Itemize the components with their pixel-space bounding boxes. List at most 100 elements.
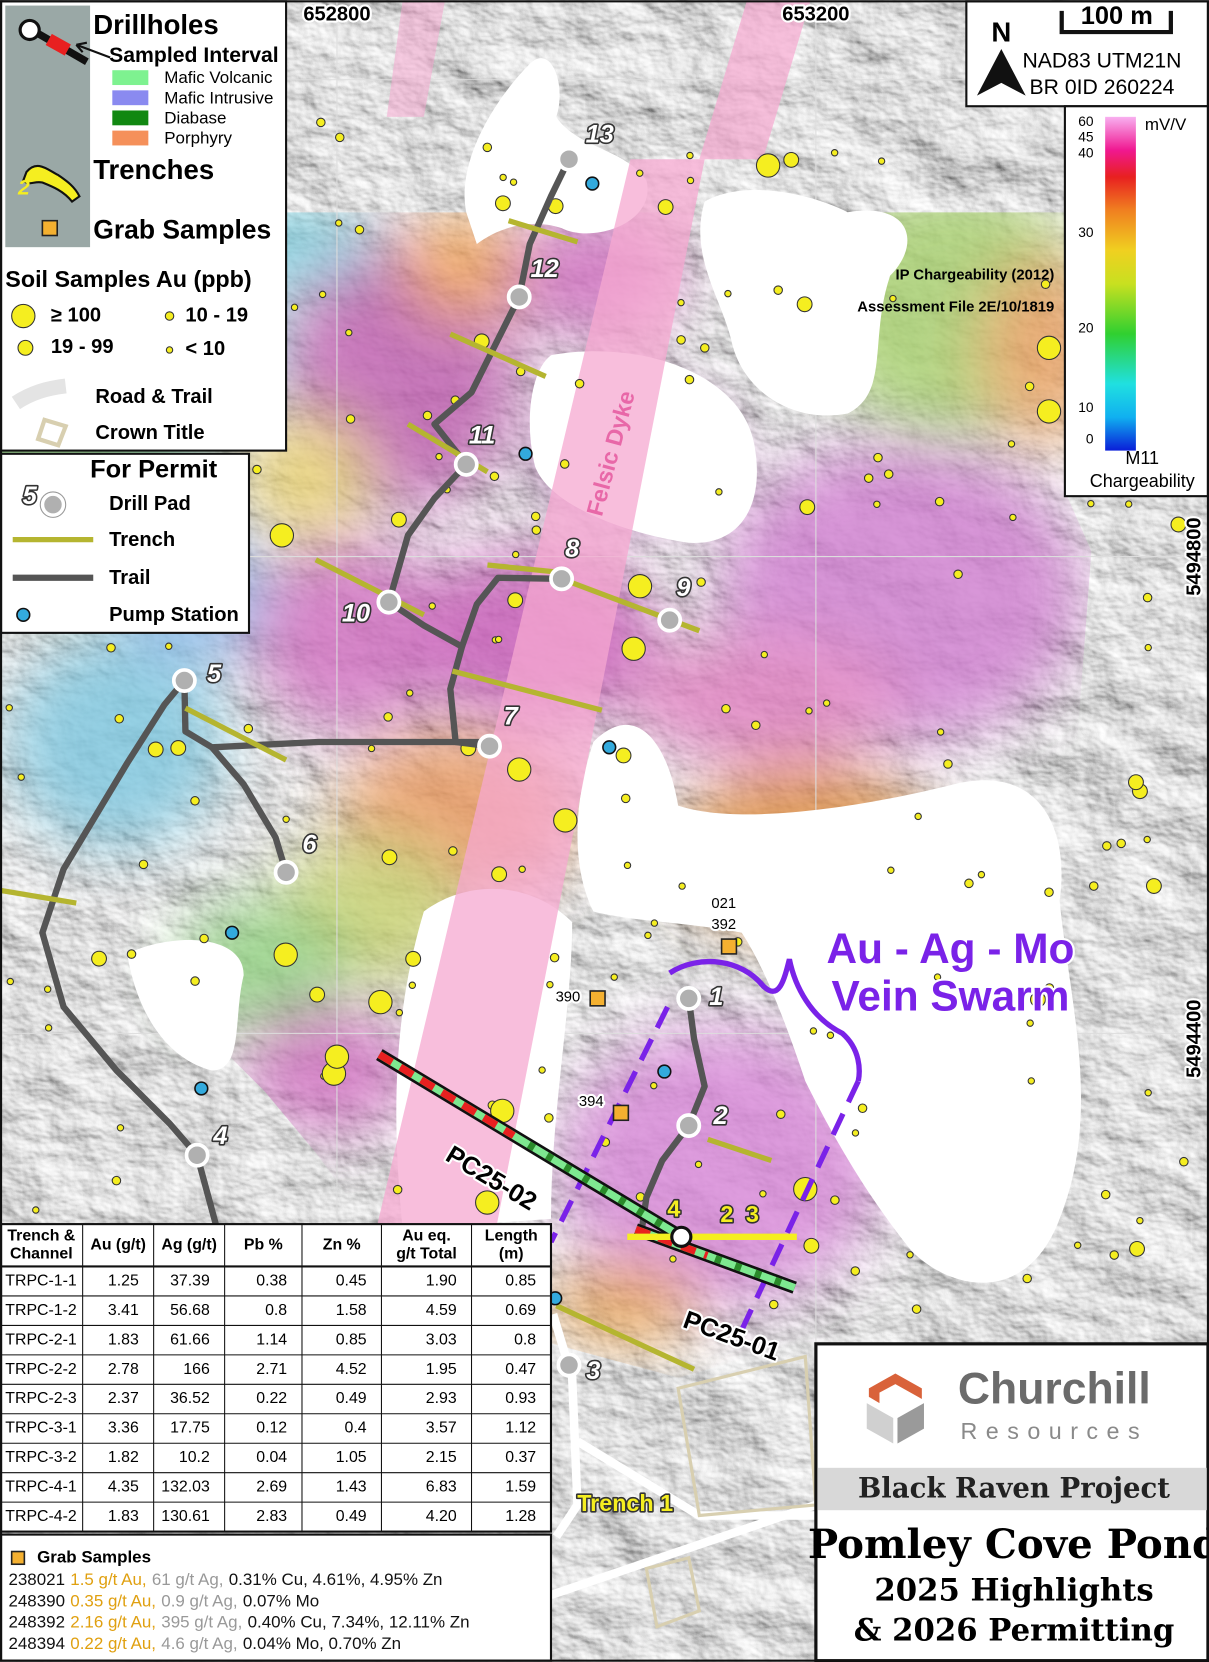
soil-sample — [269, 523, 295, 548]
trench — [314, 557, 426, 618]
soil-sample — [803, 1237, 820, 1254]
ip-note: IP Chargeability (2012) — [896, 268, 1055, 284]
soil-sample — [1129, 1240, 1145, 1257]
trench-number: 2 — [720, 1201, 733, 1227]
table-cell: 1.95 — [426, 1361, 457, 1378]
soil-sample — [914, 812, 922, 821]
grab-sample — [720, 938, 738, 955]
soil-sample — [428, 602, 436, 610]
trench — [507, 218, 579, 245]
table-cell: 6.83 — [426, 1479, 457, 1496]
crown-title — [644, 1555, 702, 1629]
felsic-dyke — [386, 0, 446, 117]
soil-sample — [1125, 500, 1133, 508]
vein-swarm-brace — [668, 958, 862, 1082]
grab-ag: 4.6 g/t Ag, — [161, 1634, 237, 1653]
soil-sample — [324, 1044, 350, 1069]
icon-collar — [18, 18, 41, 42]
soil-sample — [696, 577, 706, 587]
soil-sample — [1027, 1077, 1036, 1085]
ip-blob — [625, 636, 901, 764]
project: Black Raven Project — [858, 1473, 1170, 1505]
soil-sample — [345, 328, 353, 337]
drill-pad — [657, 607, 683, 633]
icon-pump — [16, 607, 31, 622]
soil-sample — [91, 950, 107, 967]
soil-sample — [657, 199, 674, 216]
soil-sample — [1009, 513, 1017, 522]
soil-sample — [889, 294, 897, 303]
lake — [577, 724, 1082, 1283]
legend-label: Drill Pad — [109, 493, 191, 515]
soil-sample — [1143, 835, 1151, 844]
table-cell: 2.78 — [108, 1361, 139, 1378]
company: Churchill — [958, 1364, 1151, 1413]
soil-sample — [165, 642, 173, 650]
table-cell: 3.36 — [108, 1420, 139, 1437]
easting: 653200 — [782, 3, 849, 25]
table-cell: 4.52 — [336, 1361, 367, 1378]
trench-number: 3 — [746, 1201, 759, 1227]
table-cell: 4.59 — [426, 1302, 457, 1319]
table-header: Au eq. — [402, 1227, 451, 1244]
soil-sample — [1116, 838, 1126, 849]
soil-class-label: ≥ 100 — [51, 304, 101, 326]
grab-au: 2.16 g/t Au, — [70, 1613, 156, 1632]
soil-sample — [977, 870, 986, 879]
lithology-swatch — [112, 130, 149, 146]
soil-sample — [760, 650, 769, 659]
soil-sample — [700, 343, 710, 353]
soil-sample — [1036, 335, 1062, 361]
drill-pad — [556, 146, 582, 172]
soil-sample — [507, 757, 532, 782]
grab-id: 238021 — [8, 1571, 65, 1590]
pad-number: 4 — [212, 1122, 227, 1150]
soil-sample — [621, 636, 646, 661]
soil-sample — [345, 414, 356, 424]
soil-sample — [676, 335, 686, 345]
lithology-swatch — [112, 110, 149, 126]
table-cell: 0.37 — [505, 1449, 536, 1466]
table-bg — [0, 1223, 553, 1533]
soil-sample — [1024, 381, 1035, 392]
soil-sample — [877, 157, 886, 165]
pad-number: 10 — [342, 600, 370, 628]
trail — [458, 574, 562, 648]
legend-title: For Permit — [90, 455, 218, 483]
legend-title: Soil Samples Au (ppb) — [5, 266, 251, 292]
lithology-label: Diabase — [164, 108, 226, 127]
grab-au: 0.22 g/t Au, — [70, 1634, 156, 1653]
table-header: Length — [485, 1227, 538, 1244]
table-cell: 2.15 — [426, 1449, 457, 1466]
soil-sample — [335, 132, 345, 143]
soil-sample — [1087, 499, 1095, 508]
soil-sample — [507, 592, 524, 609]
pad-number: 5 — [207, 660, 222, 688]
soil-sample — [686, 151, 694, 160]
soil-sample — [406, 689, 414, 697]
soil-sample — [381, 849, 398, 866]
drill-pad — [171, 668, 197, 693]
soil-sample — [482, 142, 493, 153]
trench — [0, 887, 77, 906]
grab-id: 390 — [556, 989, 581, 1005]
icon-grab — [41, 219, 59, 237]
soil-sample — [721, 703, 731, 714]
soil-sample — [799, 499, 816, 516]
table-cell: 0.8 — [514, 1331, 536, 1348]
soil-class-label: < 10 — [185, 338, 225, 360]
soil-sample — [518, 865, 526, 873]
drill-pad — [453, 451, 479, 477]
soil-sample — [390, 511, 407, 528]
table-cell: 0.04 — [256, 1449, 287, 1466]
soil-sample — [863, 473, 874, 483]
soil-sample — [32, 1206, 40, 1214]
soil-sample — [1179, 1156, 1189, 1167]
soil-sample — [887, 866, 895, 874]
table-cell: TRPC-4-1 — [5, 1479, 77, 1496]
table-header: Au (g/t) — [90, 1237, 146, 1254]
soil-sample — [1102, 841, 1112, 851]
table-cell: 1.43 — [336, 1479, 367, 1496]
